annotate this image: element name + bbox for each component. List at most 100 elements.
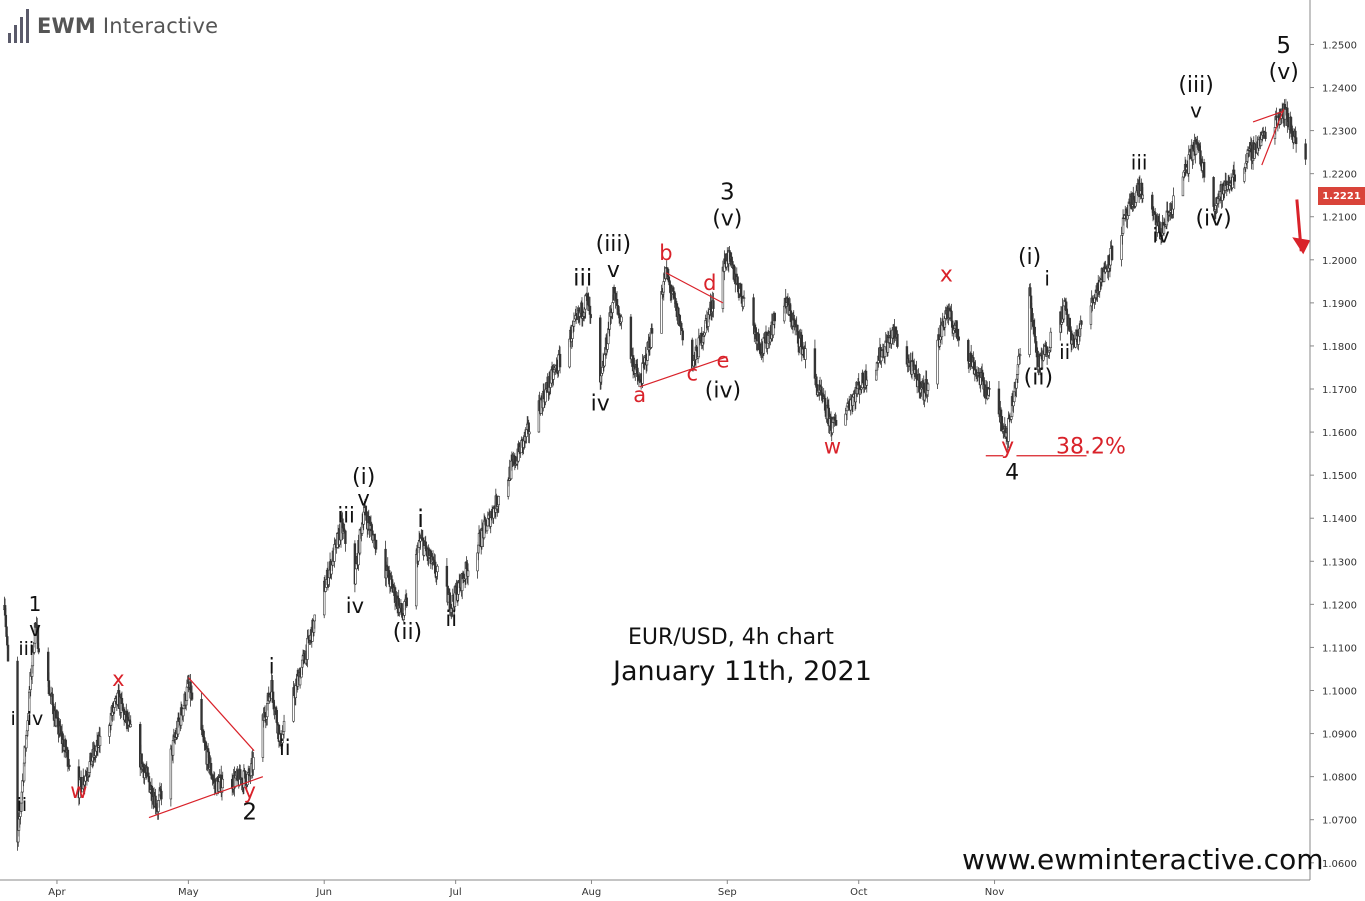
wave-label: 5 bbox=[1276, 33, 1291, 59]
candle-body bbox=[1212, 177, 1215, 207]
candle-body bbox=[484, 519, 487, 525]
candle-body bbox=[773, 312, 776, 322]
y-tick-label: 1.1900 bbox=[1322, 299, 1357, 310]
candle-body bbox=[880, 356, 883, 362]
wave-label: iv bbox=[591, 392, 610, 417]
wave-label: (v) bbox=[712, 206, 742, 231]
candle-body bbox=[129, 724, 132, 728]
wave-label: 2 bbox=[242, 800, 257, 826]
candle-body bbox=[896, 333, 899, 347]
candle-body bbox=[851, 396, 855, 406]
candle-body bbox=[813, 348, 817, 379]
wave-label: 4 bbox=[1005, 460, 1019, 485]
candle-body bbox=[645, 360, 649, 366]
wave-label: v bbox=[1190, 99, 1202, 123]
candle-body bbox=[680, 328, 684, 332]
y-tick-label: 1.1800 bbox=[1322, 342, 1357, 353]
wave-label: v bbox=[29, 617, 41, 641]
candle-body bbox=[1080, 320, 1083, 325]
candle-body bbox=[445, 565, 449, 587]
y-tick-label: 1.1500 bbox=[1322, 471, 1357, 482]
wave-label: i bbox=[11, 708, 16, 730]
candle-body bbox=[68, 764, 71, 767]
y-tick-label: 1.2000 bbox=[1322, 256, 1357, 267]
candle-body bbox=[528, 431, 531, 435]
candle-body bbox=[294, 685, 297, 699]
candle-body bbox=[712, 300, 715, 309]
y-tick-label: 1.0900 bbox=[1322, 730, 1357, 741]
wave-label: b bbox=[659, 241, 672, 265]
candle-body bbox=[182, 708, 185, 717]
wave-label: iii bbox=[18, 638, 34, 660]
candle-body bbox=[589, 314, 592, 319]
y-tick-label: 1.2300 bbox=[1322, 127, 1357, 138]
y-tick-label: 1.1100 bbox=[1322, 643, 1357, 654]
candle-body bbox=[681, 330, 684, 341]
trendline bbox=[1252, 110, 1284, 123]
wave-label: (iv) bbox=[705, 379, 741, 404]
candle-body bbox=[171, 740, 175, 756]
candle-body bbox=[558, 353, 562, 368]
wave-label: (i) bbox=[1018, 245, 1041, 270]
wave-label: (v) bbox=[1269, 60, 1299, 85]
wave-label: v bbox=[607, 258, 620, 283]
wave-label: d bbox=[703, 271, 716, 295]
candle-body bbox=[324, 586, 327, 592]
candle-body bbox=[1153, 212, 1157, 215]
chart-title: EUR/USD, 4h chart bbox=[628, 625, 834, 650]
candles bbox=[3, 98, 1307, 851]
wave-label: i bbox=[417, 505, 424, 533]
wave-label: (iv) bbox=[1195, 206, 1231, 231]
candle-body bbox=[650, 328, 654, 334]
candle-body bbox=[601, 366, 604, 374]
candle-body bbox=[244, 770, 247, 779]
trendline bbox=[665, 272, 724, 304]
wave-label: iv bbox=[346, 594, 364, 618]
candle-body bbox=[1135, 191, 1138, 203]
candle-body bbox=[497, 496, 500, 506]
ewm-logo: EWM Interactive bbox=[8, 8, 218, 44]
x-tick-label: Jun bbox=[315, 887, 332, 898]
trendline bbox=[187, 677, 255, 752]
trendlines bbox=[148, 108, 1311, 819]
candle-body bbox=[620, 316, 623, 323]
candle-body bbox=[485, 525, 489, 532]
candle-body bbox=[221, 778, 224, 789]
y-tick-label: 1.1200 bbox=[1322, 600, 1357, 611]
y-tick-label: 1.0600 bbox=[1322, 859, 1357, 870]
website-url[interactable]: www.ewminteractive.com bbox=[962, 843, 1324, 876]
candle-body bbox=[1110, 245, 1114, 260]
candle-body bbox=[1233, 174, 1236, 182]
wave-label: (i) bbox=[352, 465, 375, 490]
candle-body bbox=[739, 283, 743, 297]
candle-body bbox=[742, 297, 746, 299]
candle-body bbox=[147, 776, 151, 783]
candle-body bbox=[169, 748, 173, 800]
wave-label: iv bbox=[27, 708, 44, 730]
candle-body bbox=[1141, 194, 1144, 199]
wave-label: c bbox=[686, 361, 698, 385]
wave-label: iv bbox=[1152, 224, 1170, 248]
candle-body bbox=[606, 343, 609, 350]
candle-body bbox=[588, 305, 592, 315]
candle-body bbox=[1030, 307, 1033, 322]
candle-body bbox=[190, 692, 194, 700]
wave-label: iii bbox=[1131, 150, 1148, 174]
candle-body bbox=[1294, 137, 1298, 145]
y-tick-label: 1.2500 bbox=[1322, 40, 1357, 51]
candle-body bbox=[1029, 287, 1032, 297]
candle-body bbox=[804, 348, 807, 360]
logo-text: EWM Interactive bbox=[37, 14, 219, 38]
candle-body bbox=[844, 413, 847, 426]
wave-label: iii bbox=[573, 266, 592, 292]
wave-label: ii bbox=[445, 607, 457, 631]
candle-body bbox=[611, 302, 614, 313]
candle-body bbox=[6, 644, 10, 662]
candle-body bbox=[160, 790, 163, 800]
y-tick-label: 1.1000 bbox=[1322, 686, 1357, 697]
candle-body bbox=[313, 614, 316, 622]
wave-label: iii bbox=[337, 504, 355, 528]
candle-body bbox=[1304, 143, 1307, 160]
candle-body bbox=[271, 680, 274, 693]
